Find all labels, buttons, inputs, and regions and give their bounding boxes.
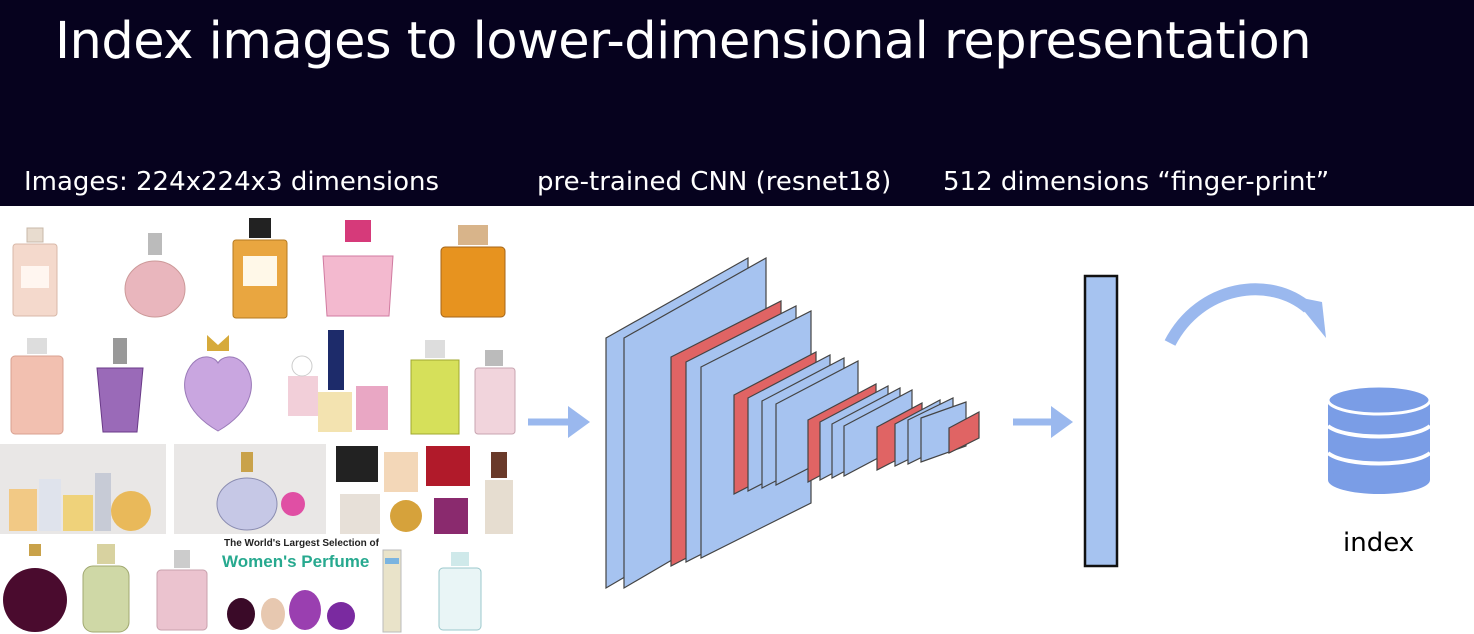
perfume-image [0,326,75,436]
curved-arrow-icon [1164,283,1326,346]
fingerprint-vector [1083,274,1119,568]
perfume-image-collage [0,206,518,634]
perfume-image [430,211,515,321]
perfume-image [480,442,518,536]
cnn-caption: pre-trained CNN (resnet18) [537,167,892,197]
images-caption: Images: 224x224x3 dimensions [24,167,440,197]
perfume-image [74,542,138,634]
perfume-image [310,211,405,321]
perfume-image [220,211,300,321]
perfume-image [333,442,475,536]
perfume-image [0,444,166,534]
collage-banner-title: Women's Perfume [222,552,370,571]
perfume-image [430,542,490,634]
index-label: index [1343,528,1415,558]
perfume-image [80,326,160,436]
perfume-image [470,326,518,436]
perfume-image [222,542,364,634]
perfume-image [145,542,218,634]
slide-title: Index images to lower-dimensional repres… [55,12,1312,71]
perfume-image [110,216,200,321]
cnn-layers [605,256,980,590]
fingerprint-caption: 512 dimensions “finger-print” [943,167,1330,197]
collage-banner-caption: The World's Largest Selection of [224,538,379,549]
arrow-right-icon [528,406,590,438]
perfume-image [170,326,265,436]
arrow-right-icon [1013,406,1073,438]
perfume-image [0,216,70,321]
perfume-image [405,326,465,436]
cnn-layer [948,411,980,454]
perfume-image [372,542,412,634]
perfume-image [275,321,400,436]
database-icon [1326,384,1432,494]
perfume-image [174,444,326,534]
header-bar [0,0,1474,206]
perfume-image [0,542,70,634]
